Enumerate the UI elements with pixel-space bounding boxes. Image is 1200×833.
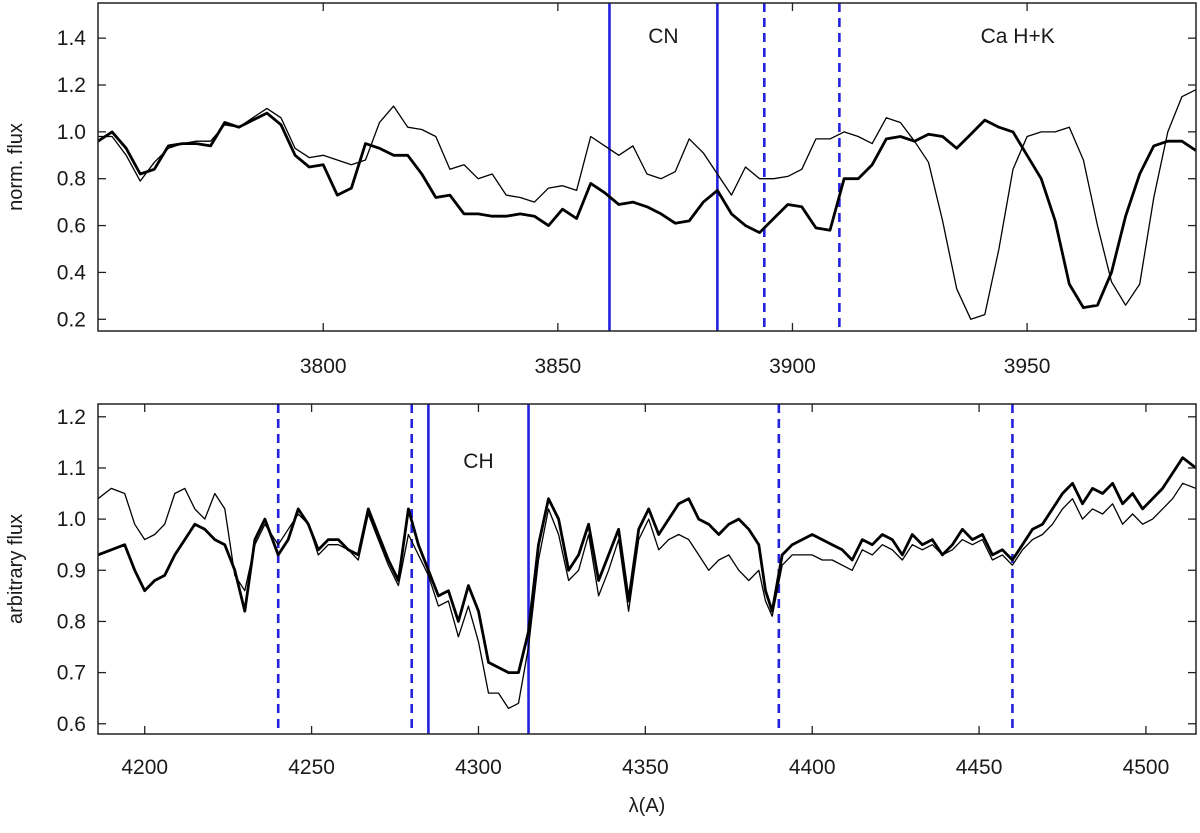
spectrum-line-thin [98,89,1196,320]
y-tick-label: 1.0 [57,508,86,531]
y-tick-label: 0.8 [57,610,86,633]
x-tick-label: 4400 [789,756,836,779]
y-tick-label: 0.4 [57,261,87,284]
x-tick-label: 3850 [534,355,581,378]
y-axis-title: arbitrary flux [5,514,27,624]
y-tick-label: 0.9 [57,559,86,582]
y-tick-label: 1.0 [57,121,86,144]
x-tick-label: 3900 [769,355,816,378]
y-tick-label: 1.2 [57,406,86,429]
y-tick-label: 1.2 [57,74,86,97]
y-tick-label: 0.6 [57,215,86,238]
y-tick-label: 0.8 [57,168,86,191]
panel-bottom: 4200 4250 4300 4350 4400 4450 4500 0.6 0.7 0.8 0.9… [5,403,1197,817]
y-tick-label: 0.6 [57,713,86,736]
x-tick-label: 4350 [622,756,669,779]
band-annotation: CN [648,25,678,48]
y-tick-label: 1.1 [57,457,86,480]
x-tick-label: 4500 [1123,756,1170,779]
spectrum-line-thick [98,456,1196,674]
spectrum-line-thick [98,111,1196,309]
spectrum-line-thin [98,482,1196,710]
y-tick-label: 0.7 [57,662,86,685]
y-tick-label: 1.4 [57,27,87,50]
x-axis-title: λ(A) [629,795,666,817]
x-tick-label: 3950 [1004,355,1051,378]
y-tick-label: 0.2 [57,308,86,331]
band-annotation: CH [463,450,493,473]
x-tick-label: 4250 [288,756,335,779]
x-tick-label: 3800 [300,355,347,378]
x-tick-label: 4200 [121,756,168,779]
x-tick-label: 4450 [956,756,1003,779]
plot-frame [97,2,1197,332]
panel-top: 3800 3850 3900 3950 0.2 0.4 0.6 0.8 1.0 1.2 1.4 nor… [5,2,1197,378]
plot-frame [97,403,1197,735]
band-annotation: Ca H+K [981,25,1055,48]
y-axis-title: norm. flux [5,123,27,211]
x-tick-label: 4300 [455,756,502,779]
